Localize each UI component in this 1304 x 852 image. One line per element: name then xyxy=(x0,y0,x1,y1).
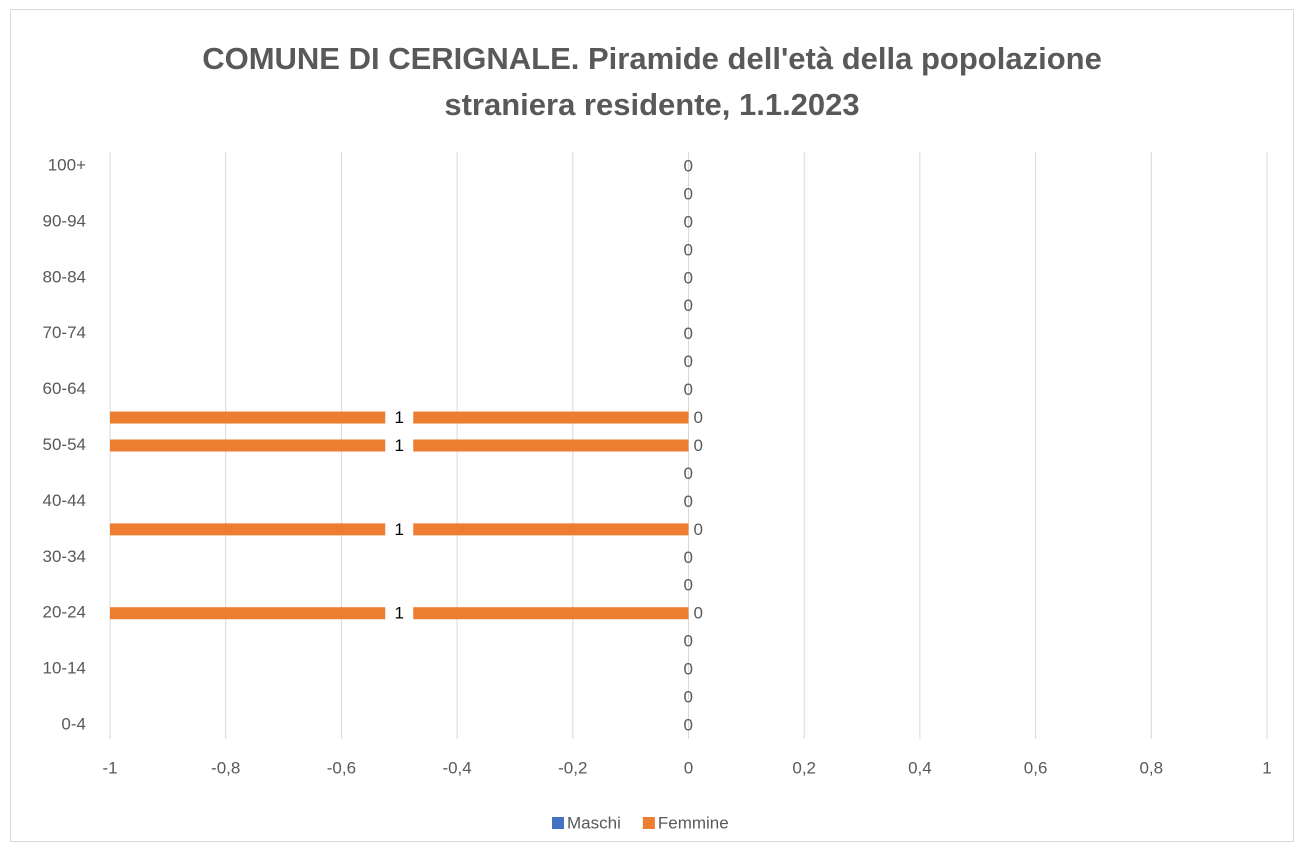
data-label: 0 xyxy=(684,716,693,735)
y-tick-label: 10-14 xyxy=(43,659,86,678)
legend-label: Maschi xyxy=(567,813,621,832)
data-label: 0 xyxy=(684,268,693,287)
data-label: 0 xyxy=(684,464,693,483)
data-label-box xyxy=(385,601,414,626)
data-label-box xyxy=(385,517,414,542)
data-label: 1 xyxy=(395,408,404,427)
data-label: 1 xyxy=(395,520,404,539)
y-tick-label: 20-24 xyxy=(43,603,86,622)
x-tick-label: -0,2 xyxy=(558,758,587,777)
data-label: 0 xyxy=(694,520,703,539)
y-tick-label: 90-94 xyxy=(43,211,86,230)
data-label: 0 xyxy=(684,156,693,175)
data-label: 1 xyxy=(395,436,404,455)
data-label: 0 xyxy=(684,296,693,315)
x-tick-label: 0,8 xyxy=(1139,758,1163,777)
data-label: 0 xyxy=(684,492,693,511)
x-tick-label: 0,4 xyxy=(908,758,932,777)
data-label: 0 xyxy=(684,688,693,707)
y-tick-label: 60-64 xyxy=(43,379,86,398)
data-label: 0 xyxy=(684,660,693,679)
data-label: 0 xyxy=(684,240,693,259)
data-label: 0 xyxy=(694,408,703,427)
x-tick-label: -1 xyxy=(102,758,117,777)
data-label: 0 xyxy=(694,604,703,623)
y-tick-label: 100+ xyxy=(48,155,86,174)
y-tick-label: 40-44 xyxy=(43,491,86,510)
data-label: 0 xyxy=(684,352,693,371)
y-tick-label: 0-4 xyxy=(61,715,86,734)
data-label: 0 xyxy=(684,324,693,343)
legend-label: Femmine xyxy=(658,813,729,832)
x-tick-label: 0 xyxy=(684,758,693,777)
x-tick-label: -0,4 xyxy=(442,758,471,777)
y-tick-label: 80-84 xyxy=(43,267,86,286)
x-tick-label: 1 xyxy=(1262,758,1271,777)
chart-border xyxy=(10,9,1294,842)
data-label-box xyxy=(385,433,414,458)
data-label: 0 xyxy=(684,576,693,595)
data-label: 0 xyxy=(684,212,693,231)
x-tick-label: -0,6 xyxy=(327,758,356,777)
y-tick-label: 70-74 xyxy=(43,323,86,342)
x-tick-label: 0,6 xyxy=(1024,758,1048,777)
data-label: 1 xyxy=(395,604,404,623)
data-label: 0 xyxy=(684,548,693,567)
x-tick-label: -0,8 xyxy=(211,758,240,777)
y-tick-label: 30-34 xyxy=(43,547,86,566)
data-label: 0 xyxy=(684,380,693,399)
data-label: 0 xyxy=(694,436,703,455)
chart-title: COMUNE DI CERIGNALE. Piramide dell'età d… xyxy=(202,41,1102,122)
data-label: 0 xyxy=(684,632,693,651)
x-tick-label: 0,2 xyxy=(792,758,816,777)
data-label-box xyxy=(385,405,414,430)
legend-swatch xyxy=(552,817,564,829)
data-label: 0 xyxy=(684,184,693,203)
y-tick-label: 50-54 xyxy=(43,435,86,454)
legend-swatch xyxy=(642,817,655,829)
